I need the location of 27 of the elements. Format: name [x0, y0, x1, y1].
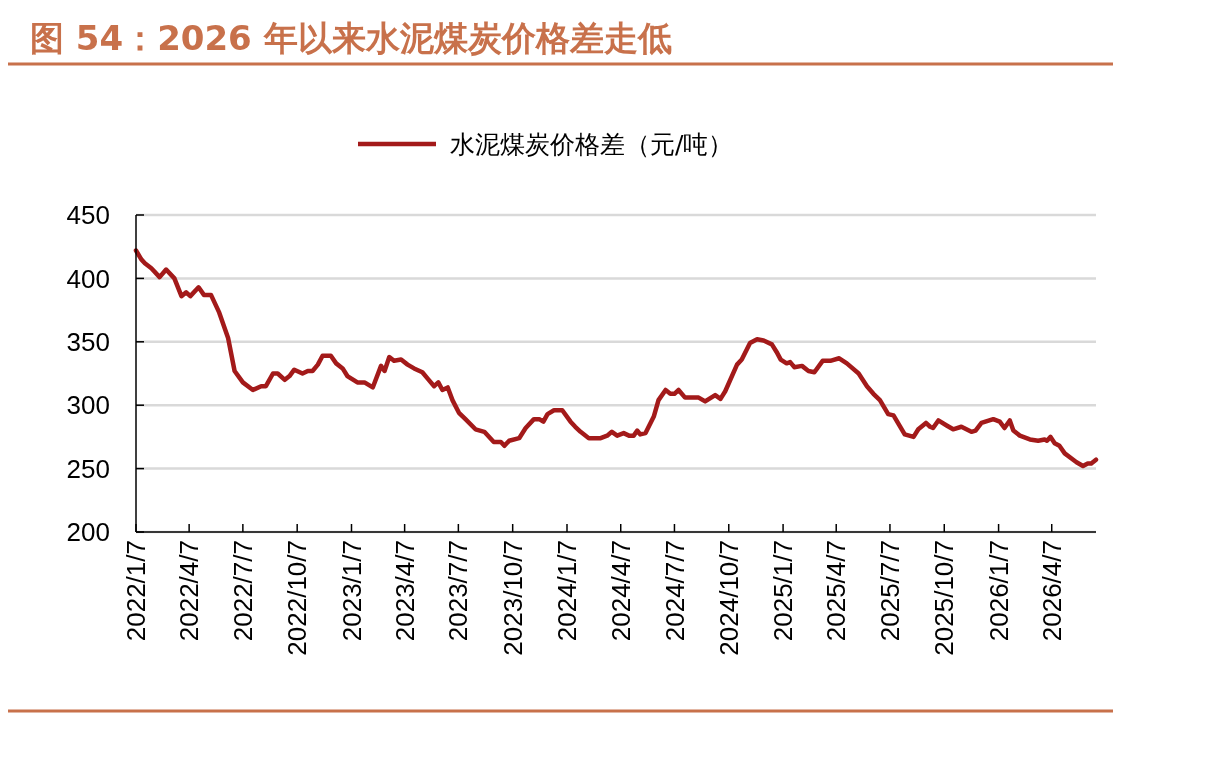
x-tick-label: 2026/4/7 [1036, 540, 1067, 642]
x-tick-label: 2024/1/7 [552, 540, 583, 642]
x-tick-label: 2024/10/7 [713, 540, 744, 656]
y-tick-label: 300 [66, 390, 110, 421]
chart-title: 图 54：2026 年以来水泥煤炭价格差走低 [30, 18, 672, 58]
x-tick-label: 2024/4/7 [605, 540, 636, 642]
x-tick-label: 2022/10/7 [282, 540, 313, 656]
x-tick-label: 2023/4/7 [389, 540, 420, 642]
x-tick-label: 2025/7/7 [875, 540, 906, 642]
x-tick-label: 2025/1/7 [768, 540, 799, 642]
x-tick-label: 2023/7/7 [443, 540, 474, 642]
x-tick-label: 2026/1/7 [983, 540, 1014, 642]
x-tick-label: 2024/7/7 [659, 540, 690, 642]
x-tick-label: 2023/1/7 [336, 540, 367, 642]
legend-label: 水泥煤炭价格差（元/吨） [450, 129, 734, 159]
x-tick-label: 2022/1/7 [121, 540, 152, 642]
y-tick-label: 450 [66, 200, 110, 231]
x-tick-label: 2023/10/7 [497, 540, 528, 656]
x-tick-label: 2025/4/7 [821, 540, 852, 642]
y-tick-label: 250 [66, 453, 110, 484]
y-tick-label: 400 [66, 263, 110, 294]
line-series [133, 248, 1099, 469]
x-tick-label: 2025/10/7 [929, 540, 960, 656]
y-tick-label: 200 [66, 517, 110, 548]
y-tick-label: 350 [66, 326, 110, 357]
x-tick-label: 2022/4/7 [174, 540, 205, 642]
x-tick-label: 2022/7/7 [227, 540, 258, 642]
